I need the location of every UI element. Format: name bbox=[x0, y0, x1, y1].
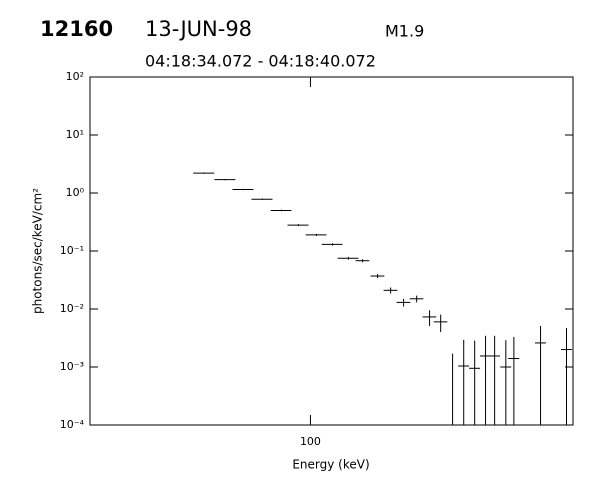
y-tick-label: 10⁻² bbox=[60, 302, 84, 315]
y-tick-label: 10⁻⁴ bbox=[60, 418, 85, 431]
y-tick-label: 10¹ bbox=[66, 128, 84, 141]
y-tick-label: 10⁰ bbox=[66, 186, 85, 199]
data-marks bbox=[193, 172, 572, 425]
y-tick-label: 10⁻¹ bbox=[60, 244, 84, 257]
x-axis-label: Energy (keV) bbox=[292, 458, 369, 472]
x-tick-label: 100 bbox=[300, 435, 321, 448]
date: 13-JUN-98 bbox=[145, 17, 252, 41]
y-axis-label: photons/sec/keV/cm² bbox=[31, 188, 45, 314]
y-tick-label: 10⁻³ bbox=[60, 360, 84, 373]
flare-class: M1.9 bbox=[385, 22, 424, 41]
y-tick-label: 10² bbox=[66, 70, 84, 83]
chart-title: 12160 bbox=[40, 17, 113, 41]
subtitle: 04:18:34.072 - 04:18:40.072 bbox=[145, 52, 376, 71]
